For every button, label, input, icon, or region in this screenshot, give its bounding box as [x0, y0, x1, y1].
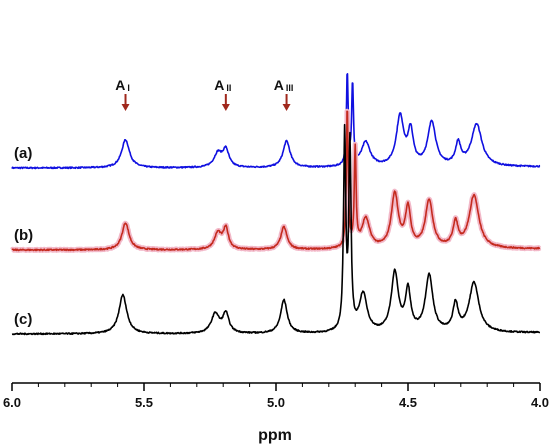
spectrum-line: [11, 73, 541, 170]
series-label: (c): [14, 311, 32, 328]
peak-label-subscript: II: [226, 83, 231, 93]
spectrum-line: [11, 123, 541, 336]
spectra-layer: (a) (b) (c): [10, 73, 542, 336]
peak-annotation: A III: [274, 77, 294, 111]
peak-label-subscript: I: [127, 83, 130, 93]
spectrum-b: (b): [10, 108, 542, 253]
spectrum-b-halo: [10, 108, 542, 253]
series-label: (a): [14, 145, 32, 162]
peak-label: A II: [214, 77, 231, 93]
spectrum-c: (c): [11, 123, 541, 336]
x-tick-label: 5.0: [267, 395, 285, 410]
arrow-head-icon: [221, 104, 230, 111]
x-tick-label: 4.0: [531, 395, 549, 410]
x-tick-label: 5.5: [135, 395, 153, 410]
arrow-head-icon: [121, 104, 130, 111]
peak-label-subscript: III: [286, 83, 294, 93]
spectrum-line: [11, 110, 541, 252]
x-axis-title: ppm: [258, 427, 292, 444]
series-label: (b): [14, 227, 33, 244]
peak-annotation: A II: [214, 77, 231, 111]
arrow-head-icon: [282, 104, 291, 111]
spectrum-a: (a): [11, 73, 541, 170]
x-tick-label: 4.5: [399, 395, 417, 410]
peak-annotations: A I A II A III: [115, 77, 293, 111]
peak-label: A III: [274, 77, 294, 93]
x-axis: 6.0 5.5 5.0 4.5 4.0: [3, 382, 549, 410]
x-tick-label: 6.0: [3, 395, 21, 410]
